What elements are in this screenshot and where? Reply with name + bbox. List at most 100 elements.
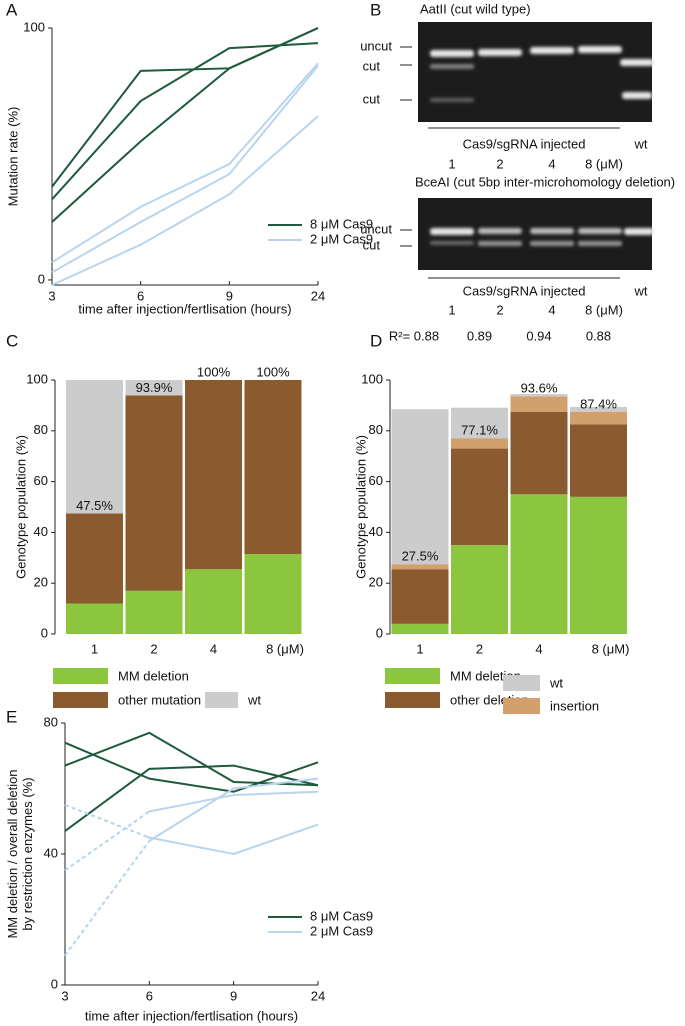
x-tick-label: 3 xyxy=(48,288,55,303)
bar-segment xyxy=(570,424,627,497)
bar-segment xyxy=(185,380,242,570)
bar-segment xyxy=(451,448,508,546)
bar-segment xyxy=(570,406,627,413)
bar-segment xyxy=(66,513,123,604)
gel-bands xyxy=(430,46,654,102)
x-tick-label: 2 xyxy=(476,641,483,656)
x-tick-label: 9 xyxy=(226,288,233,303)
y-tick-label: 40 xyxy=(369,524,383,539)
x-tick-label: 24 xyxy=(311,988,325,1003)
x-axis-label: time after injection/fertlisation (hours… xyxy=(78,301,291,316)
bar-segment xyxy=(510,411,568,495)
y-tick-label: 0 xyxy=(51,976,58,991)
legend-swatch xyxy=(205,692,238,708)
line xyxy=(64,741,319,793)
total-label: 100% xyxy=(256,364,290,379)
line xyxy=(51,62,319,264)
lane-label: 2 xyxy=(496,302,503,317)
x-tick-label: 24 xyxy=(311,288,325,303)
band-marker xyxy=(400,229,412,247)
y-tick-label: 40 xyxy=(44,845,58,860)
bar-segment xyxy=(244,553,302,634)
legend-label: 2 μM Cas9 xyxy=(310,923,373,938)
y-axis-label: by restriction enzymes (%) xyxy=(20,777,35,930)
total-label: 27.5% xyxy=(402,549,439,564)
legend-label: insertion xyxy=(550,698,599,713)
y-tick-label: 80 xyxy=(369,422,383,437)
legend-swatch xyxy=(385,668,440,684)
panel-label: A xyxy=(6,0,18,19)
x-tick-label: 8 (μM) xyxy=(592,641,630,656)
y-axis-label: MM deletion / overall deletion xyxy=(5,769,20,938)
bar-segment xyxy=(451,407,508,439)
bar-segment xyxy=(185,569,242,634)
line xyxy=(51,65,319,274)
lane-label: 8 (μM) xyxy=(585,156,623,171)
x-tick-label: 9 xyxy=(230,988,237,1003)
x-axis-label: time after injection/fertlisation (hours… xyxy=(85,1008,298,1023)
panel-label: C xyxy=(6,331,18,350)
panel-label: B xyxy=(370,0,381,19)
gel-bands xyxy=(430,228,654,246)
y-tick-label: 100 xyxy=(361,371,383,386)
lane-label: 4 xyxy=(548,302,555,317)
legend-label: 8 μM Cas9 xyxy=(310,216,373,231)
bar-segment xyxy=(125,590,183,634)
band-label: uncut xyxy=(360,38,392,53)
x-tick-label: 1 xyxy=(416,641,423,656)
band-label: cut xyxy=(363,91,381,106)
x-tick-label: 4 xyxy=(210,641,217,656)
band-label: cut xyxy=(363,237,381,252)
line xyxy=(51,115,319,286)
y-tick-label: 100 xyxy=(26,371,48,386)
y-tick-label: 60 xyxy=(34,473,48,488)
legend-swatch xyxy=(385,692,440,708)
line xyxy=(64,790,319,872)
group-label: Cas9/sgRNA injected xyxy=(463,136,586,151)
y-tick-label: 60 xyxy=(369,473,383,488)
y-tick-label: 40 xyxy=(34,524,48,539)
line xyxy=(64,764,319,832)
y-tick-label: 20 xyxy=(369,575,383,590)
x-tick-label: 8 (μM) xyxy=(266,641,304,656)
legend-swatch xyxy=(503,698,540,714)
line xyxy=(64,803,319,856)
lane-label: 4 xyxy=(548,156,555,171)
bar-segment xyxy=(66,603,123,634)
y-tick-label: 80 xyxy=(44,714,58,729)
bar-segment xyxy=(244,380,302,554)
bar-segment xyxy=(391,623,449,634)
bar-segment xyxy=(510,393,568,397)
y-axis-label: Mutation rate (%) xyxy=(5,107,20,207)
total-label: 77.1% xyxy=(461,423,498,438)
legend-label: MM deletion xyxy=(118,668,189,683)
lane-label: wt xyxy=(634,136,648,151)
bar-segment xyxy=(125,380,183,396)
lane-label: 8 (μM) xyxy=(585,302,623,317)
y-tick-label: 20 xyxy=(34,575,48,590)
y-tick-label: 0 xyxy=(41,625,48,640)
bar-segment xyxy=(391,409,449,565)
r-squared: R²= 0.88 xyxy=(389,328,439,343)
panel-label: E xyxy=(6,707,17,726)
band-label: cut xyxy=(363,58,381,73)
line xyxy=(51,27,319,223)
x-tick-label: 2 xyxy=(150,641,157,656)
y-tick-label: 100 xyxy=(23,19,45,34)
total-label: 87.4% xyxy=(580,396,617,411)
legend-swatch xyxy=(53,668,108,684)
bar-segment xyxy=(510,494,568,634)
bar-segment xyxy=(125,395,183,591)
y-axis-label: Genotype population (%) xyxy=(353,435,368,579)
gel-title: AatII (cut wild type) xyxy=(420,1,531,16)
x-tick-label: 6 xyxy=(137,288,144,303)
band-marker xyxy=(400,46,412,101)
total-label: 100% xyxy=(197,364,231,379)
legend-swatch xyxy=(53,692,108,708)
lane-label: 2 xyxy=(496,156,503,171)
x-tick-label: 3 xyxy=(61,988,68,1003)
lane-label: 1 xyxy=(448,302,455,317)
legend-label: other mutation xyxy=(118,692,201,707)
panel-label: D xyxy=(370,331,382,350)
